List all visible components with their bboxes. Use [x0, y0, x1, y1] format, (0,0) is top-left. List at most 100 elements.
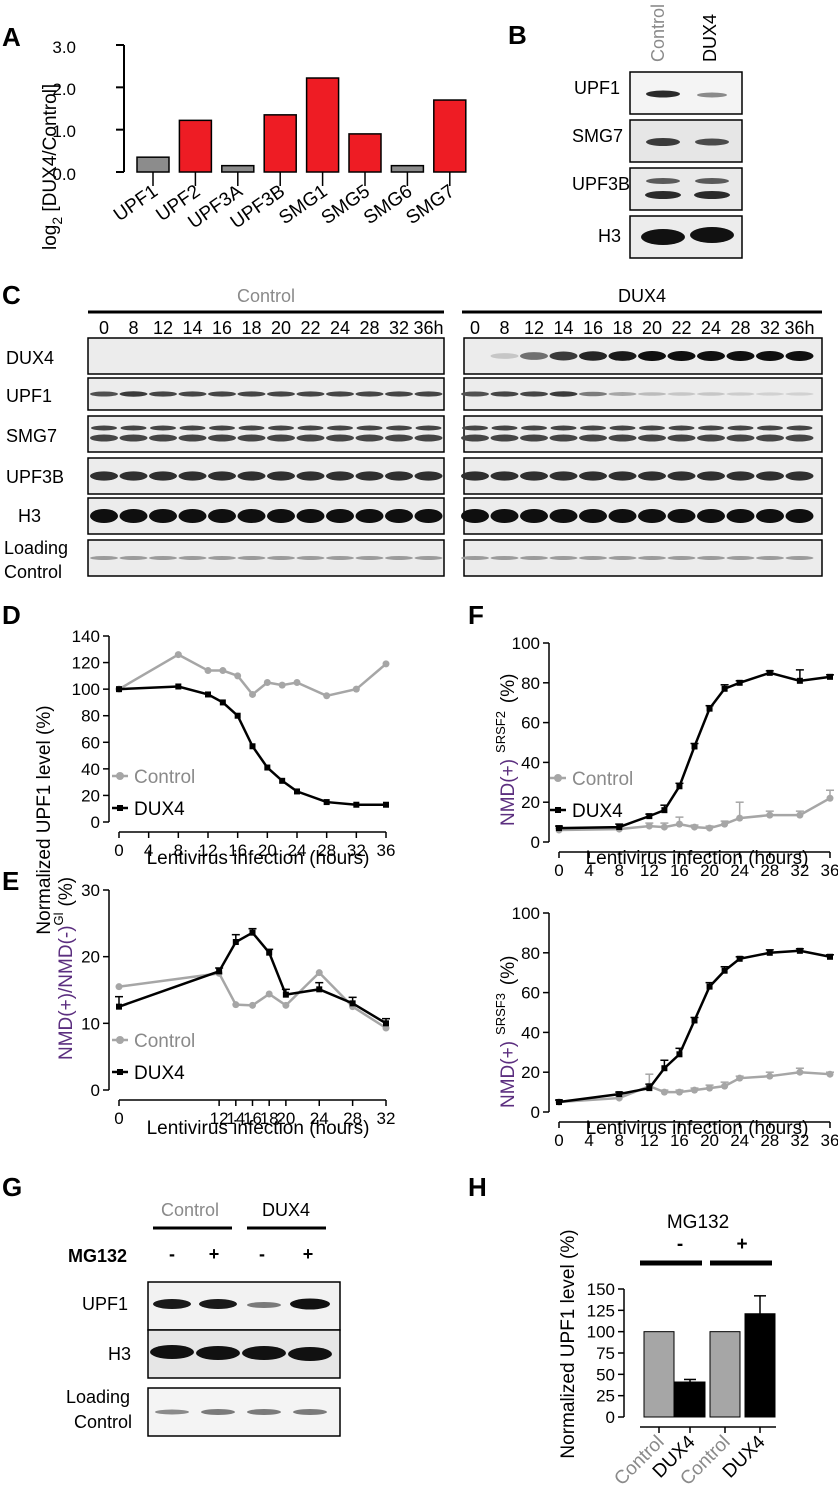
c-band — [386, 425, 412, 431]
ytick-label: 80 — [521, 674, 540, 693]
c-band — [667, 509, 696, 523]
c-timepoint: 32 — [760, 318, 780, 338]
data-point — [204, 667, 212, 675]
c-band — [726, 434, 755, 442]
c-band — [119, 434, 148, 442]
c-band — [609, 425, 636, 431]
xtick-label: 8 — [614, 1131, 623, 1150]
c-band — [549, 509, 578, 523]
c-band — [579, 509, 607, 523]
c-band — [208, 471, 236, 481]
ytick-label: 100 — [512, 634, 540, 653]
data-point — [115, 983, 123, 991]
data-point — [796, 811, 804, 819]
xtick-label: 8 — [614, 861, 623, 880]
c-band — [461, 471, 489, 481]
data-point — [352, 685, 360, 693]
xtick-label: 28 — [760, 861, 779, 880]
b-row-label: UPF1 — [574, 78, 620, 98]
e-xlabel: Lentivirus infection (hours) — [147, 1118, 370, 1139]
data-point — [382, 660, 390, 668]
data-point — [383, 801, 389, 808]
c-band — [698, 425, 724, 431]
xtick-label: 36 — [821, 1131, 838, 1150]
c-band — [355, 509, 384, 523]
c-band — [726, 471, 755, 481]
series-line — [558, 671, 831, 830]
h-ytick-label: 25 — [596, 1387, 615, 1406]
xtick-label: 24 — [730, 1131, 749, 1150]
c-timepoint: 12 — [524, 318, 544, 338]
a-category-label: SMG1 — [275, 181, 331, 229]
c-blot-frame — [87, 337, 445, 375]
c-band — [237, 391, 266, 397]
c-band — [90, 391, 118, 397]
data-point — [796, 947, 803, 954]
ytick-label: 80 — [81, 707, 100, 726]
series-line — [118, 931, 387, 1025]
data-point — [796, 1068, 804, 1076]
c-timepoint: 36h — [413, 318, 443, 338]
a-ylabel: log2 [DUX4/Control] — [40, 84, 65, 250]
c-band — [461, 555, 489, 561]
c-timepoint: 8 — [128, 318, 138, 338]
data-point — [616, 1091, 623, 1098]
c-band — [638, 392, 666, 396]
c-band — [119, 391, 148, 397]
panel-h-letter: H — [468, 1172, 487, 1202]
c-timepoint: 8 — [499, 318, 509, 338]
c-band — [668, 425, 695, 431]
c-band — [414, 509, 443, 523]
c-band — [667, 392, 696, 396]
c-band — [490, 471, 519, 481]
c-band — [237, 434, 266, 442]
data-point — [282, 1001, 290, 1009]
data-point — [249, 690, 256, 698]
ytick-label: 40 — [521, 1023, 540, 1042]
h-bar — [674, 1381, 706, 1418]
c-band — [178, 471, 207, 481]
a-ytick: 0.0 — [52, 165, 76, 184]
c-band — [608, 471, 637, 481]
c-band — [178, 509, 207, 523]
data-point — [294, 788, 300, 795]
c-band — [355, 555, 384, 561]
c-band — [638, 434, 666, 442]
c-band — [667, 351, 696, 361]
c-band — [326, 391, 354, 397]
a-bar — [433, 99, 467, 173]
c-band — [521, 425, 547, 431]
ytick-label: 0 — [531, 1103, 540, 1122]
c-timepoint: 32 — [389, 318, 409, 338]
data-point — [219, 699, 226, 706]
xtick-label: 16 — [670, 861, 689, 880]
data-point — [282, 991, 289, 998]
c-band — [90, 509, 118, 523]
c-band — [355, 434, 384, 442]
xtick-label: 14 — [226, 1109, 245, 1128]
c-band — [756, 509, 784, 523]
data-point — [706, 705, 713, 712]
data-point — [721, 1082, 729, 1090]
data-point — [263, 679, 271, 686]
c-band — [326, 555, 354, 561]
b-lane-control: Control — [648, 4, 668, 62]
data-point — [249, 743, 256, 750]
g-group-control: Control — [161, 1200, 219, 1220]
c-band — [785, 351, 814, 361]
data-point — [676, 783, 683, 790]
data-point — [660, 1088, 668, 1096]
data-point — [766, 949, 773, 956]
data-point — [556, 1099, 562, 1106]
c-band — [326, 471, 354, 481]
c-band — [267, 471, 295, 481]
c-band — [697, 555, 725, 561]
c-band — [296, 509, 325, 523]
c-band — [385, 555, 413, 561]
b-blot-smg7 — [629, 119, 743, 163]
c-group-dux4: DUX4 — [618, 286, 666, 306]
panel-b: B Control DUX4 UPF1 SMG7 UPF3B H3 — [508, 4, 743, 259]
c-band — [638, 555, 666, 561]
